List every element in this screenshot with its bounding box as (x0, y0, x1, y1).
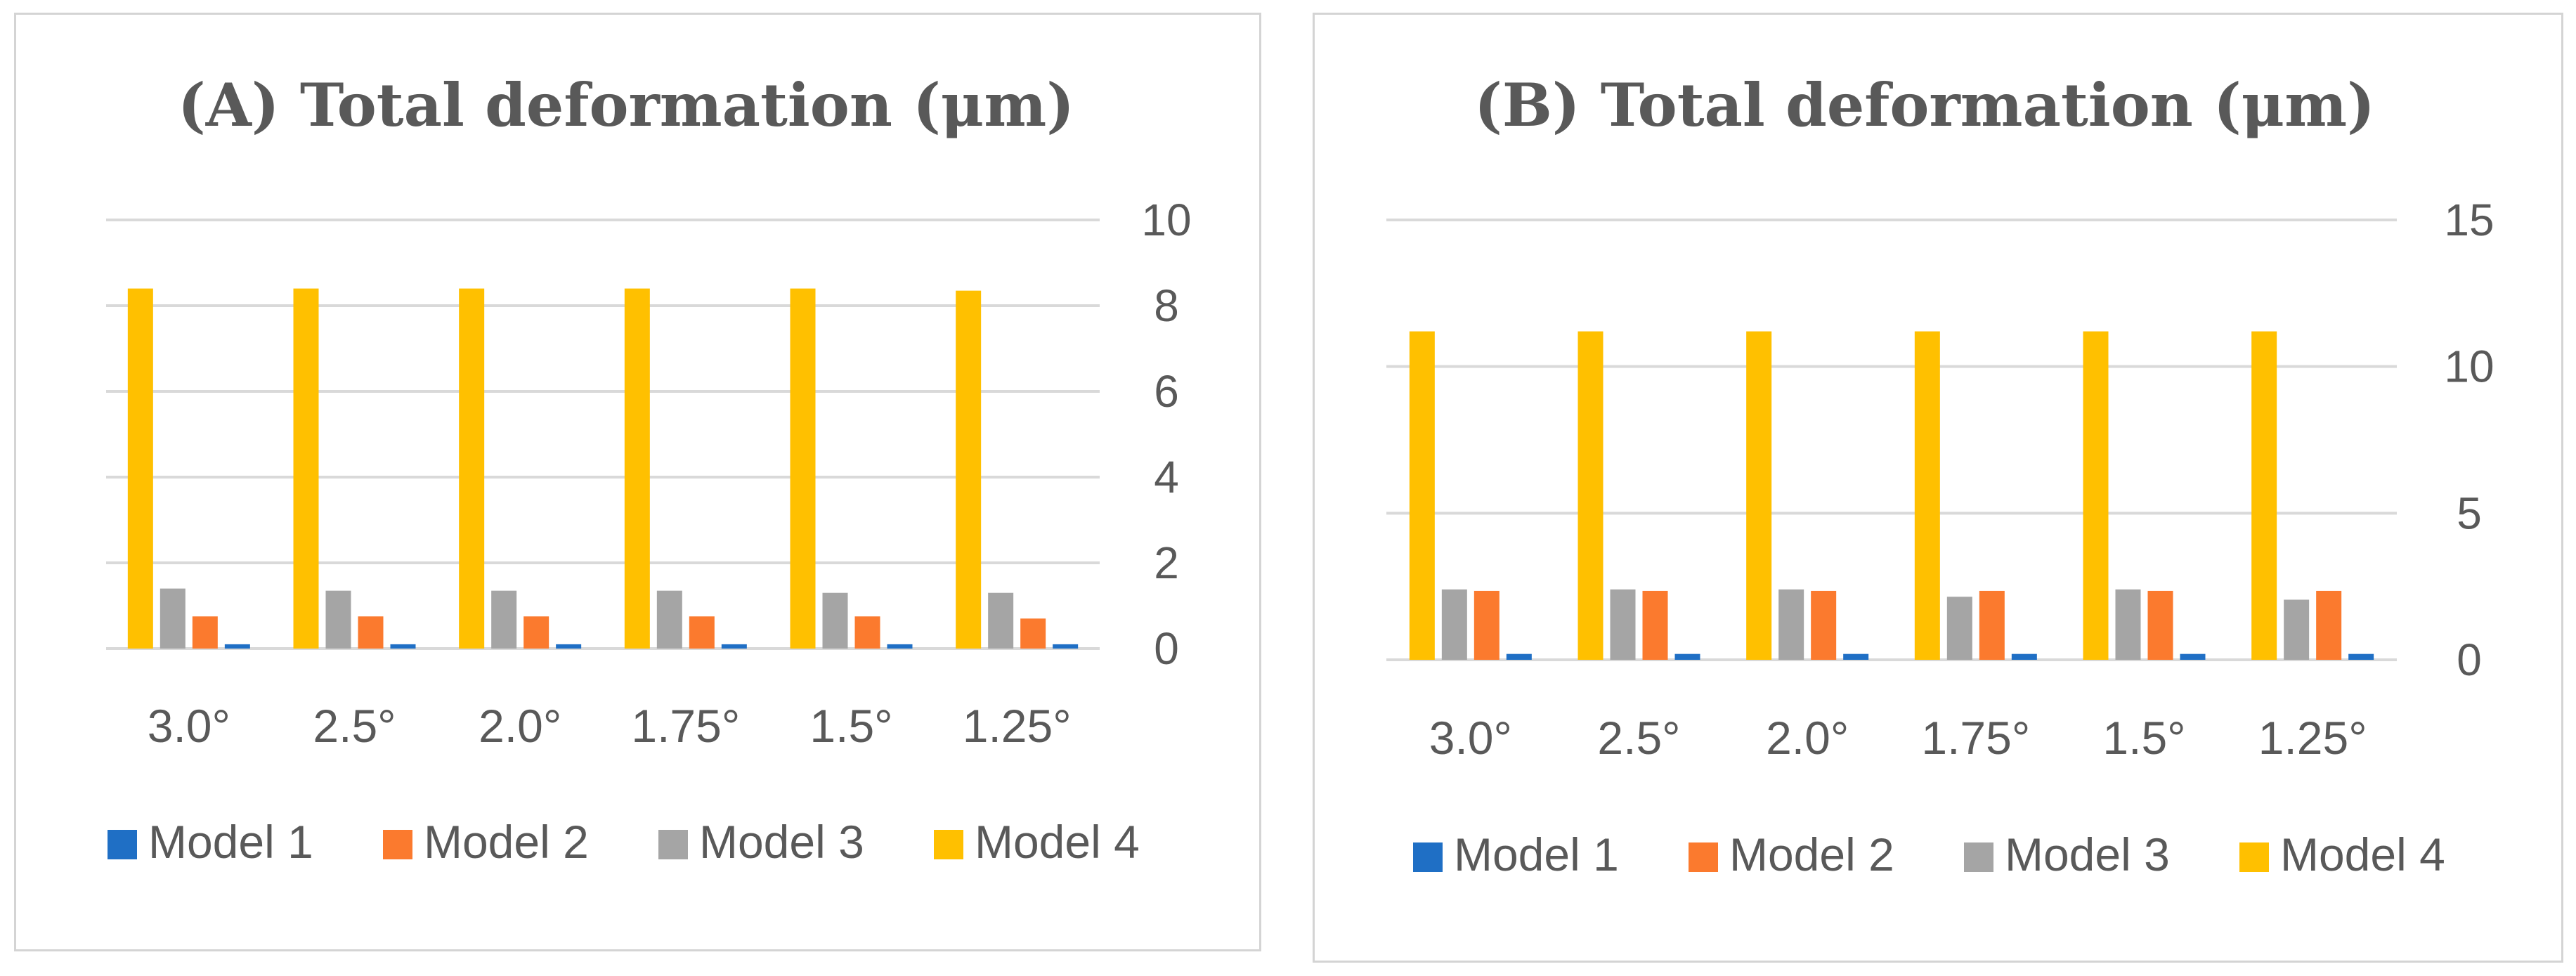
chart-a-bar-model-2 (192, 616, 218, 649)
chart-a-title: (A) Total deformation (μm) (178, 70, 1074, 140)
chart-a-category-label: 1.75° (631, 700, 740, 752)
chart-b-bar-model-2 (1811, 590, 1837, 660)
chart-a-bar-model-3 (325, 590, 351, 649)
chart-b-bar-model-1 (2180, 653, 2206, 660)
chart-a-category-label: 2.5° (313, 700, 396, 752)
chart-b-legend-label: Model 4 (2280, 828, 2445, 880)
chart-a-legend-swatch (108, 830, 137, 859)
chart-a-ytick-label: 6 (1154, 366, 1179, 417)
chart-b-bar-model-1 (2348, 653, 2374, 660)
chart-b-bar-model-3 (1441, 589, 1467, 660)
chart-a-legend-swatch (934, 830, 963, 859)
chart-b-bar-model-3 (1778, 589, 1804, 660)
chart-a-bar-model-2 (523, 616, 549, 649)
chart-b-bar-model-4 (1578, 331, 1604, 660)
chart-b-bar-model-1 (1674, 653, 1700, 660)
chart-a-ytick-label: 4 (1154, 452, 1179, 502)
chart-a-legend-label: Model 4 (975, 816, 1140, 868)
chart-b-category-label: 2.5° (1597, 712, 1680, 764)
chart-b-bar-model-2 (1474, 590, 1500, 660)
chart-a-category-label: 1.5° (809, 700, 892, 752)
chart-a-bar-model-1 (721, 644, 747, 649)
chart-a-category-label: 3.0° (148, 700, 230, 752)
chart-a-legend-label: Model 1 (148, 816, 313, 868)
chart-a-bar-model-1 (887, 644, 913, 649)
chart-a-ytick-label: 8 (1154, 280, 1179, 331)
chart-a-bar-model-4 (790, 288, 816, 649)
chart-b-bar-model-4 (1746, 331, 1772, 660)
chart-b-bar-model-4 (2251, 331, 2277, 660)
chart-panel-a: (A) Total deformation (μm) 0 2 4 6 8 10 3.0° 2… (14, 13, 1261, 951)
chart-b-category-label: 1.25° (2258, 712, 2367, 764)
chart-a-bar-model-4 (459, 288, 485, 649)
chart-b-svg: (B) Total deformation (μm) 0 5 10 15 3.0° 2.… (1386, 70, 2494, 880)
chart-a-ytick-label: 2 (1154, 538, 1179, 588)
chart-a-category-label: 1.25° (963, 700, 1072, 752)
chart-a-legend-swatch (658, 830, 688, 859)
chart-a-bar-model-2 (854, 616, 880, 649)
chart-a-bar-model-1 (556, 644, 582, 649)
chart-b-ytick-label: 10 (2444, 341, 2494, 392)
chart-a-bar-model-1 (1053, 644, 1079, 649)
chart-b-category-label: 1.5° (2102, 712, 2185, 764)
chart-b-ytick-label: 5 (2457, 488, 2482, 538)
chart-b-legend-swatch (1689, 842, 1718, 872)
chart-b-bar-model-1 (1843, 653, 1869, 660)
chart-a-bar-model-4 (956, 290, 982, 649)
chart-b-legend-label: Model 3 (2005, 828, 2170, 880)
chart-a-ytick-label: 10 (1141, 195, 1191, 245)
chart-b-bar-model-4 (1914, 331, 1940, 660)
chart-b-legend-swatch (1413, 842, 1443, 872)
chart-b-bar-model-2 (2316, 590, 2342, 660)
chart-a-bar-model-4 (127, 288, 153, 649)
chart-b-bar-model-4 (1409, 331, 1435, 660)
chart-a-bar-model-3 (491, 590, 517, 649)
chart-a-bar-model-3 (822, 592, 848, 649)
chart-b-bar-model-2 (2147, 590, 2173, 660)
chart-b-ytick-label: 15 (2444, 195, 2494, 245)
chart-a-ytick-label: 0 (1154, 623, 1179, 674)
chart-a-bar-model-3 (988, 592, 1014, 649)
chart-b-bar-model-1 (2011, 653, 2037, 660)
chart-b-category-label: 2.0° (1766, 712, 1849, 764)
chart-b-legend-label: Model 1 (1454, 828, 1619, 880)
chart-b-ytick-label: 0 (2457, 635, 2482, 685)
chart-b-legend-swatch (1964, 842, 1993, 872)
chart-b-bar-model-4 (2083, 331, 2109, 660)
chart-b-legend-swatch (2239, 842, 2269, 872)
chart-a-bar-model-2 (1020, 618, 1046, 649)
chart-a-legend-label: Model 2 (424, 816, 589, 868)
chart-b-bar-model-1 (1506, 653, 1532, 660)
chart-a-bar-model-1 (390, 644, 416, 649)
chart-b-title: (B) Total deformation (μm) (1474, 70, 2375, 140)
chart-b-bar-model-3 (1946, 597, 1972, 660)
chart-a-bar-model-4 (624, 288, 650, 649)
chart-a-bar-model-2 (358, 616, 384, 649)
chart-a-bar-model-3 (656, 590, 682, 649)
chart-a-bar-model-1 (224, 644, 250, 649)
chart-b-category-label: 3.0° (1429, 712, 1512, 764)
chart-b-bar-model-3 (2284, 599, 2310, 660)
chart-b-legend-label: Model 2 (1729, 828, 1894, 880)
chart-b-bar-model-2 (1642, 590, 1668, 660)
chart-b-bar-model-3 (2115, 589, 2141, 660)
chart-b-category-label: 1.75° (1921, 712, 2030, 764)
chart-b-bar-model-3 (1610, 589, 1636, 660)
chart-a-legend-swatch (383, 830, 412, 859)
chart-a-bar-model-2 (689, 616, 715, 649)
chart-a-bar-model-4 (293, 288, 319, 649)
chart-panel-b: (B) Total deformation (μm) 0 5 10 15 3.0° 2.… (1313, 13, 2563, 963)
chart-b-bar-model-2 (1979, 590, 2005, 660)
chart-a-category-label: 2.0° (479, 700, 561, 752)
chart-a-svg: (A) Total deformation (μm) 0 2 4 6 8 10 3.0° 2… (106, 70, 1192, 868)
chart-a-bar-model-3 (160, 588, 186, 649)
chart-a-legend-label: Model 3 (699, 816, 864, 868)
